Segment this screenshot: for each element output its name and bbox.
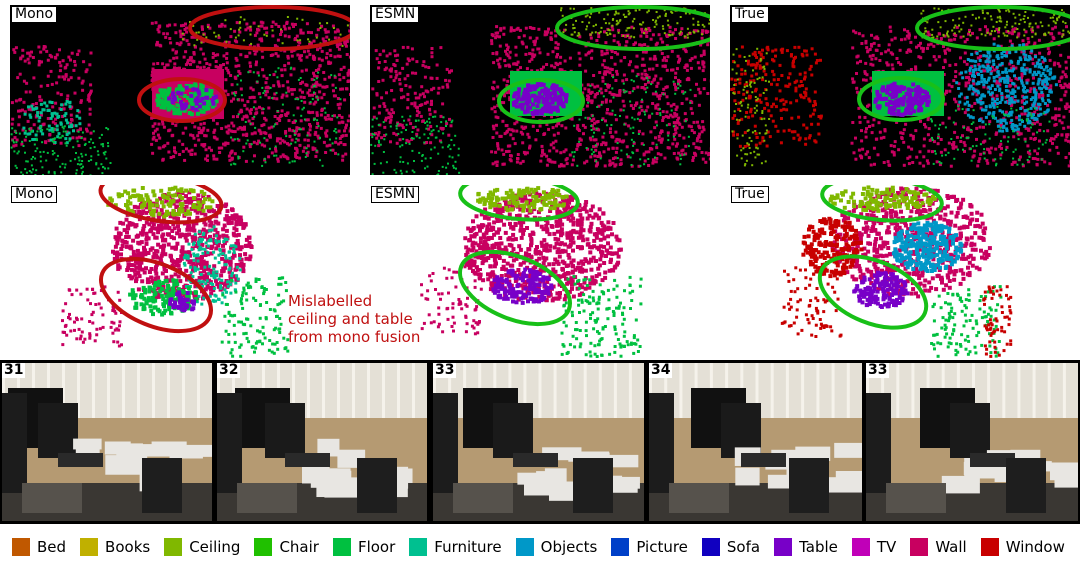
rgb-frame: 33: [866, 363, 1078, 521]
top-mono-plot: [10, 5, 350, 175]
mislabel-ellipse-ceiling: [98, 185, 224, 225]
panel-label: ESMN: [371, 6, 420, 23]
rgb-frame: 34: [649, 363, 862, 521]
legend-item: Objects: [515, 538, 598, 556]
legend-label: Objects: [540, 538, 598, 556]
legend-label: Ceiling: [189, 538, 241, 556]
legend-label: TV: [876, 538, 897, 556]
top-panel-mono: Mono: [10, 5, 350, 175]
scene-shapes: [866, 363, 1078, 521]
office-scene-image: [217, 363, 427, 521]
cloud-layer: [420, 186, 643, 358]
legend-label: Wall: [935, 538, 967, 556]
panel-label: ESMN: [371, 186, 420, 203]
mislabel-ellipse-ceiling: [188, 5, 350, 51]
mid-panel-esmn: ESMN: [370, 185, 710, 360]
legend-label: Window: [1005, 538, 1065, 556]
frame-number: 33: [866, 363, 890, 378]
legend-swatch: [980, 538, 999, 556]
frame-number: 31: [2, 363, 26, 378]
top-esmn-plot: [370, 5, 710, 175]
legend-item: Books: [80, 538, 150, 556]
scatter-layer: [370, 7, 710, 175]
office-scene-image: [433, 363, 644, 521]
legend-swatch: [409, 538, 428, 556]
mid-panel-mono: Mono: [10, 185, 350, 360]
legend-swatch: [80, 538, 99, 556]
legend-swatch: [164, 538, 183, 556]
truth-ellipse-table: [857, 76, 945, 122]
panel-label: True: [731, 6, 769, 23]
legend-swatch: [910, 538, 929, 556]
legend-item: Furniture: [409, 538, 502, 556]
legend-item: Picture: [611, 538, 688, 556]
top-true-plot: [730, 5, 1070, 168]
mislabel-annotation: Mislabelled ceiling and table from mono …: [288, 292, 421, 346]
scene-shapes: [433, 363, 644, 521]
legend-item: Chair: [254, 538, 319, 556]
legend-swatch: [332, 538, 351, 556]
frame-number: 32: [217, 363, 241, 378]
correct-ellipse-table: [497, 78, 585, 124]
legend-swatch: [851, 538, 870, 556]
mid-panel-true: True: [730, 185, 1070, 360]
frame-number: 34: [649, 363, 673, 378]
legend-item: Window: [980, 538, 1065, 556]
panel-label: Mono: [11, 186, 58, 203]
mislabel-ellipse-table: [137, 77, 227, 123]
office-scene-image: [2, 363, 212, 521]
scene-shapes: [2, 363, 212, 521]
rgb-frame: 32: [217, 363, 427, 521]
legend-swatch: [774, 538, 793, 556]
legend-label: Furniture: [434, 538, 502, 556]
mislabel-ellipse-table: [98, 256, 214, 334]
correct-ellipse-table: [457, 249, 573, 327]
legend-swatch: [611, 538, 630, 556]
class-legend: Bed Books Ceiling Chair Floor Furniture …: [12, 535, 1080, 559]
legend-swatch: [515, 538, 534, 556]
rgb-frame: 31: [2, 363, 212, 521]
scatter-layer: [10, 16, 350, 175]
correct-ellipse-ceiling: [458, 185, 580, 222]
truth-ellipse-ceiling: [820, 185, 944, 223]
cloud-layer: [780, 185, 1013, 358]
rgb-frame: 33: [433, 363, 644, 521]
frame-number: 33: [433, 363, 457, 378]
legend-label: Floor: [357, 538, 396, 556]
correct-ellipse-ceiling: [555, 5, 710, 51]
truth-ellipse-ceiling: [915, 5, 1070, 51]
rgb-frame-strip: 31 32 33 34 33: [0, 360, 1080, 524]
legend-label: Chair: [279, 538, 319, 556]
legend-label: Picture: [636, 538, 688, 556]
legend-swatch: [12, 538, 30, 556]
mid-mono-cloud: [61, 185, 290, 358]
top-panel-esmn: ESMN: [370, 5, 710, 175]
legend-item: Wall: [910, 538, 967, 556]
legend-swatch: [254, 538, 273, 556]
legend-label: Table: [799, 538, 838, 556]
legend-swatch: [701, 538, 720, 556]
mid-true-cloud: [780, 185, 1013, 358]
top-panel-true: True: [730, 5, 1070, 175]
office-scene-image: [866, 363, 1078, 521]
truth-ellipse-table: [817, 254, 929, 330]
panel-label: True: [731, 186, 769, 203]
legend-item: Sofa: [701, 538, 761, 556]
legend-label: Bed: [37, 538, 67, 556]
legend-item: TV: [851, 538, 897, 556]
scatter-layer: [730, 7, 1070, 168]
panel-label: Mono: [11, 6, 58, 23]
mid-esmn-cloud: [420, 185, 643, 358]
legend-item: Table: [774, 538, 838, 556]
legend-label: Books: [105, 538, 151, 556]
legend-label: Sofa: [726, 538, 761, 556]
office-scene-image: [649, 363, 862, 521]
scene-shapes: [217, 363, 427, 521]
scene-shapes: [649, 363, 862, 521]
legend-item: Ceiling: [164, 538, 240, 556]
legend-item: Bed: [12, 538, 66, 556]
legend-item: Floor: [332, 538, 396, 556]
